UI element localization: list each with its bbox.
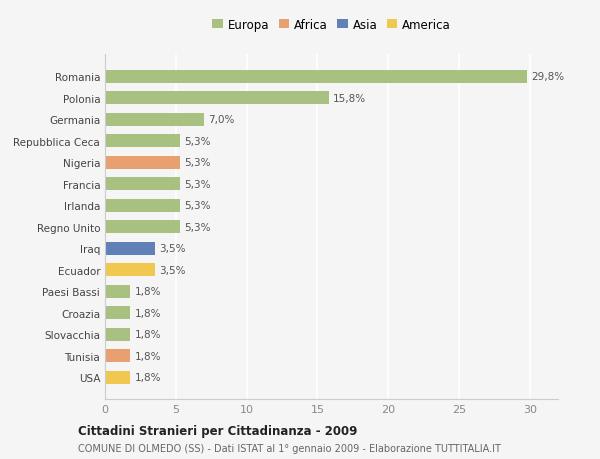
- Text: 15,8%: 15,8%: [333, 94, 366, 104]
- Bar: [105, 71, 527, 84]
- Bar: [105, 113, 204, 127]
- Bar: [105, 199, 180, 212]
- Bar: [105, 157, 180, 169]
- Text: 5,3%: 5,3%: [184, 158, 211, 168]
- Text: 29,8%: 29,8%: [531, 72, 564, 82]
- Bar: [105, 135, 180, 148]
- Text: 5,3%: 5,3%: [184, 136, 211, 146]
- Bar: [105, 349, 130, 362]
- Text: COMUNE DI OLMEDO (SS) - Dati ISTAT al 1° gennaio 2009 - Elaborazione TUTTITALIA.: COMUNE DI OLMEDO (SS) - Dati ISTAT al 1°…: [78, 443, 501, 453]
- Bar: [105, 285, 130, 298]
- Text: 7,0%: 7,0%: [208, 115, 235, 125]
- Text: 5,3%: 5,3%: [184, 201, 211, 211]
- Bar: [105, 263, 155, 276]
- Text: 1,8%: 1,8%: [135, 351, 161, 361]
- Text: 3,5%: 3,5%: [159, 265, 185, 275]
- Legend: Europa, Africa, Asia, America: Europa, Africa, Asia, America: [210, 16, 453, 34]
- Text: 5,3%: 5,3%: [184, 179, 211, 189]
- Bar: [105, 178, 180, 191]
- Text: 1,8%: 1,8%: [135, 372, 161, 382]
- Text: 1,8%: 1,8%: [135, 286, 161, 297]
- Bar: [105, 221, 180, 234]
- Bar: [105, 307, 130, 319]
- Bar: [105, 328, 130, 341]
- Text: 3,5%: 3,5%: [159, 244, 185, 254]
- Bar: [105, 92, 329, 105]
- Bar: [105, 371, 130, 384]
- Text: 1,8%: 1,8%: [135, 308, 161, 318]
- Text: Cittadini Stranieri per Cittadinanza - 2009: Cittadini Stranieri per Cittadinanza - 2…: [78, 424, 358, 437]
- Text: 1,8%: 1,8%: [135, 330, 161, 339]
- Bar: [105, 242, 155, 255]
- Text: 5,3%: 5,3%: [184, 222, 211, 232]
